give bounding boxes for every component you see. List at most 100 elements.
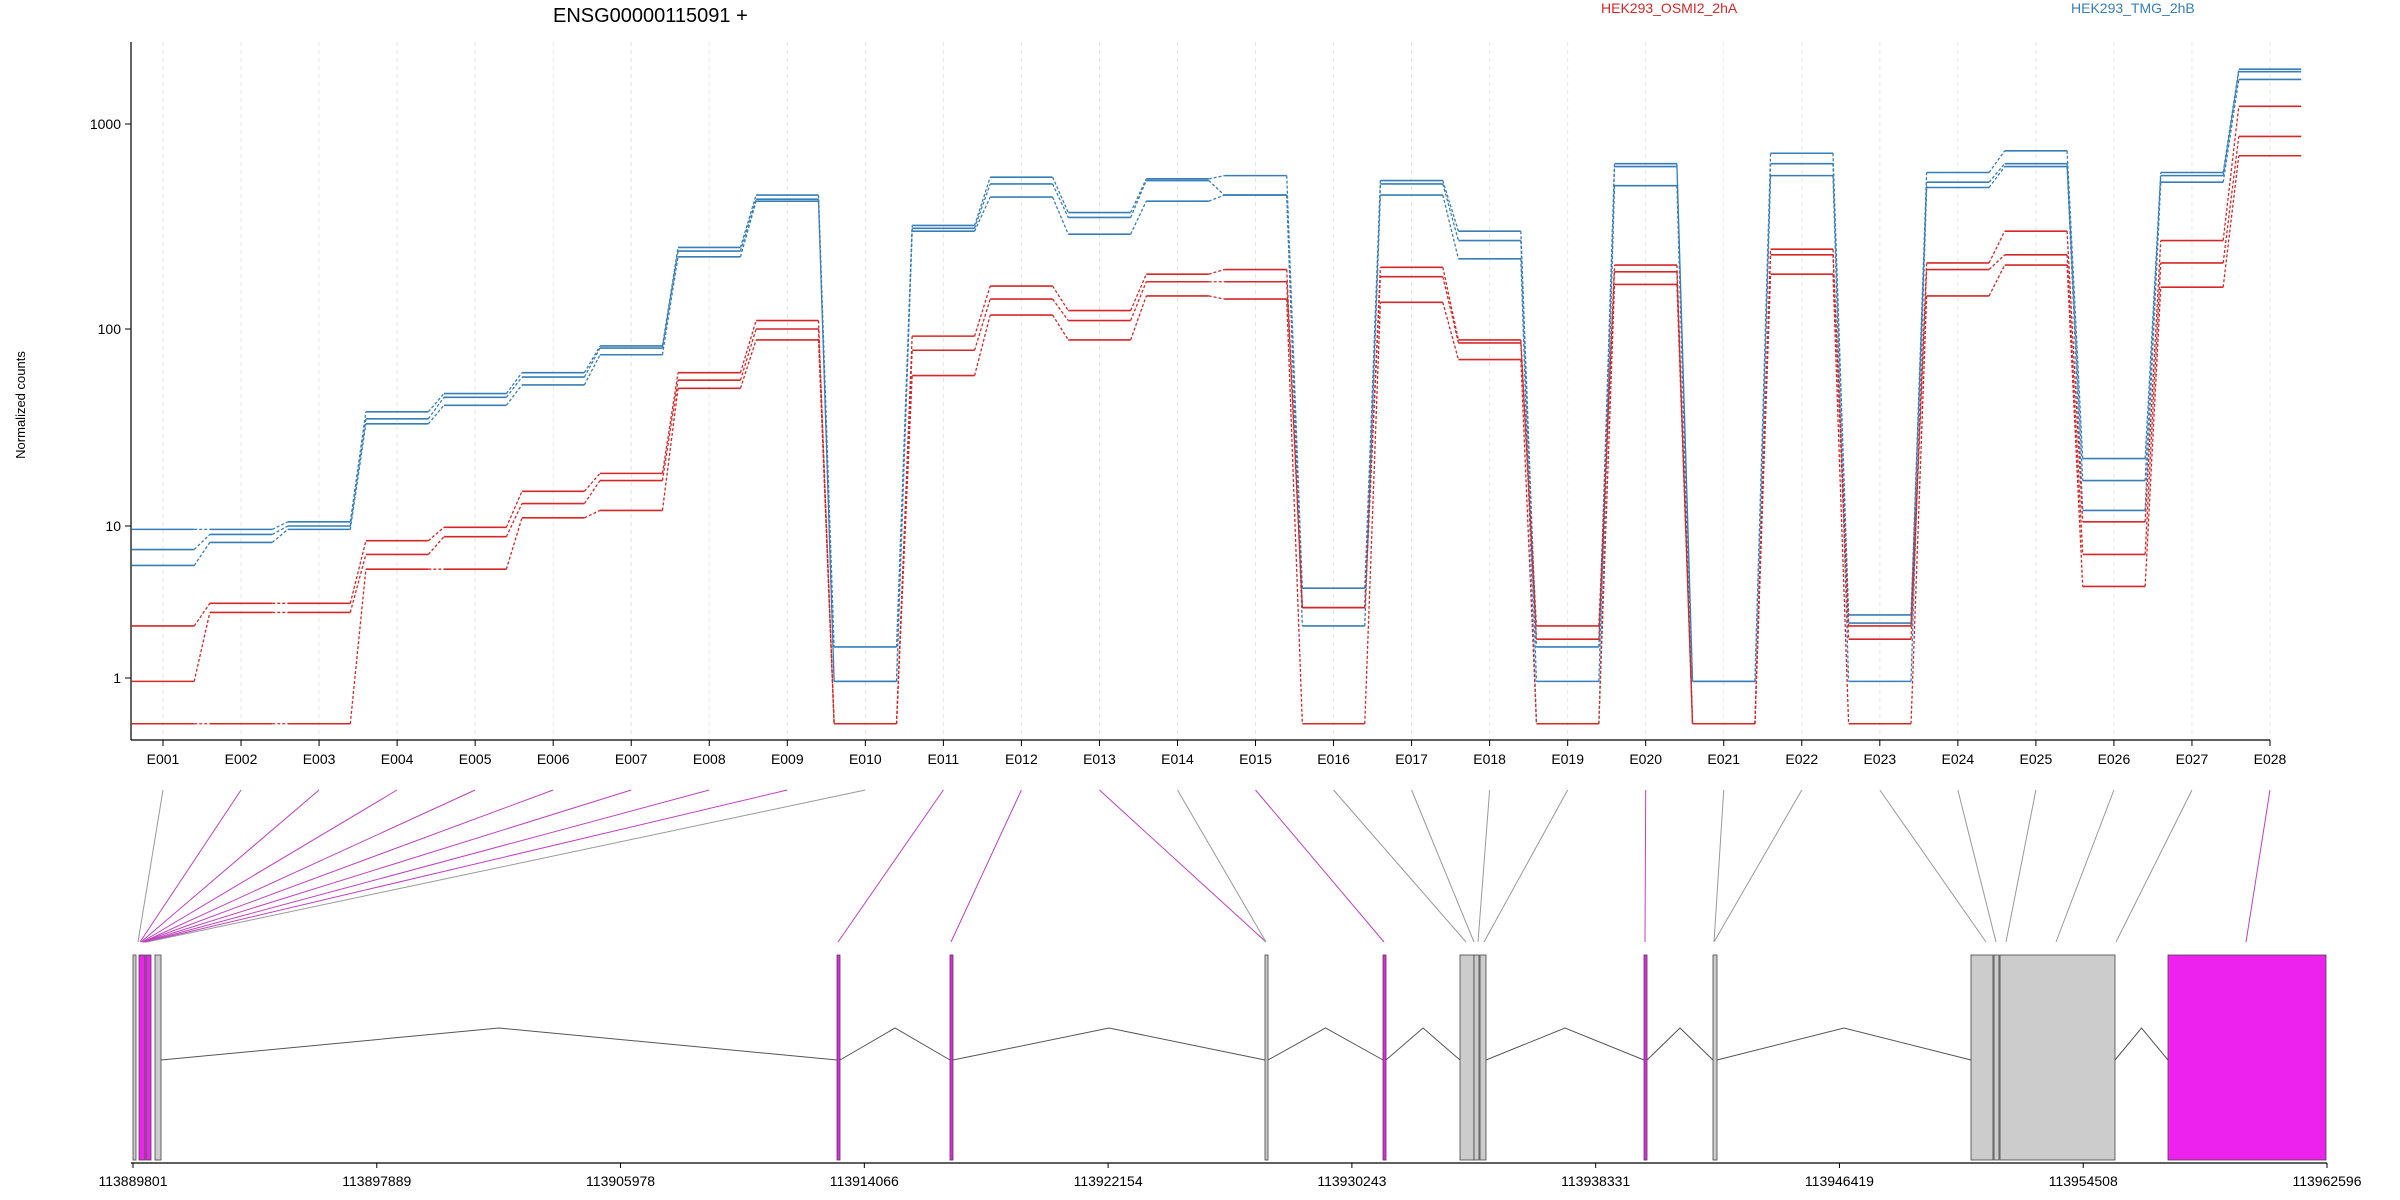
series-connector bbox=[1442, 267, 1460, 341]
legend-tmg: HEK293_TMG_2hB bbox=[2071, 0, 2195, 16]
x-tick-label: E027 bbox=[2176, 751, 2209, 767]
series-connector bbox=[193, 612, 211, 682]
exon-box-highlight bbox=[949, 954, 954, 1161]
exon-connector bbox=[141, 789, 398, 943]
x-tick-label: E002 bbox=[225, 751, 258, 767]
exon-connector bbox=[950, 789, 1022, 943]
series-connector bbox=[739, 339, 757, 389]
exon-connector bbox=[1477, 789, 1491, 943]
intron-line bbox=[1385, 1027, 1461, 1061]
chart-title: ENSG00000115091 + bbox=[553, 5, 748, 27]
y-tick-label: 10 bbox=[105, 518, 121, 534]
series-connector bbox=[1208, 174, 1225, 180]
series-connector bbox=[661, 380, 679, 481]
x-tick-label: E004 bbox=[381, 751, 414, 767]
x-tick-label: E015 bbox=[1239, 751, 1272, 767]
exon-box bbox=[1999, 954, 2116, 1161]
series-connector bbox=[1910, 295, 1928, 724]
series-connector bbox=[1364, 276, 1382, 608]
series-connector bbox=[1286, 269, 1303, 608]
series-connector bbox=[427, 396, 445, 420]
series-connector bbox=[1910, 269, 1928, 640]
series-connector bbox=[271, 528, 289, 543]
genome-tick-label: 113954508 bbox=[2049, 1173, 2118, 1189]
series-connector bbox=[1130, 273, 1147, 311]
series-connector bbox=[1364, 302, 1382, 724]
x-tick-label: E010 bbox=[849, 751, 882, 767]
series-connector bbox=[427, 404, 445, 425]
series-connector bbox=[739, 198, 757, 252]
series-connector bbox=[505, 503, 523, 538]
genome-tick-label: 113905978 bbox=[586, 1173, 655, 1189]
exon-connector bbox=[142, 789, 476, 943]
series-connector bbox=[739, 194, 757, 248]
series-connector bbox=[817, 201, 835, 682]
series-connector bbox=[271, 521, 289, 530]
exon-box bbox=[1459, 954, 1475, 1161]
series-connector bbox=[349, 554, 367, 613]
series-connector bbox=[427, 536, 445, 555]
genome-axis: 113889801 113897889 113905978 113914066 1139… bbox=[98, 1162, 2362, 1189]
series-connector bbox=[349, 569, 367, 724]
intron-line bbox=[160, 1027, 838, 1061]
exon-box-highlight bbox=[836, 954, 841, 1161]
exon-connector bbox=[146, 789, 866, 943]
series-connector bbox=[1052, 176, 1069, 213]
series-connector bbox=[973, 314, 991, 376]
series-connector bbox=[583, 345, 601, 374]
series-connector bbox=[583, 354, 601, 386]
x-tick-label: E019 bbox=[1551, 751, 1584, 767]
exon-connector bbox=[1957, 789, 1997, 943]
exon-connector bbox=[2005, 789, 2037, 943]
series-connector bbox=[973, 177, 991, 226]
series-connector bbox=[2066, 265, 2084, 587]
exon-box-highlight bbox=[1643, 954, 1648, 1161]
y-tick-label: 100 bbox=[98, 321, 122, 337]
exon-box bbox=[1712, 954, 1718, 1161]
series-connector bbox=[661, 247, 679, 347]
intron-line bbox=[1267, 1027, 1384, 1061]
series-connector bbox=[895, 231, 913, 682]
series-connector bbox=[505, 372, 523, 394]
intron-line bbox=[839, 1027, 951, 1061]
series-connector bbox=[1598, 284, 1616, 724]
series-connector bbox=[1052, 196, 1069, 235]
series-connector bbox=[1364, 195, 1382, 626]
series-connector bbox=[2144, 175, 2162, 481]
x-tick-label: E007 bbox=[615, 751, 648, 767]
series-connector bbox=[1130, 178, 1147, 213]
series-connector bbox=[1208, 295, 1225, 300]
series-connector bbox=[1286, 299, 1303, 724]
genome-tick-label: 113914066 bbox=[830, 1173, 899, 1189]
exon-connector bbox=[1713, 789, 1803, 943]
x-tick-label: E025 bbox=[2020, 751, 2053, 767]
exon-connectors bbox=[137, 789, 2271, 943]
x-tick-label: E021 bbox=[1707, 751, 1740, 767]
series-connector bbox=[1052, 183, 1069, 218]
series-connector bbox=[1130, 200, 1147, 235]
series-connector bbox=[1208, 268, 1225, 275]
series-connector bbox=[1832, 254, 1850, 640]
series-connector bbox=[1988, 163, 2006, 183]
series-connector bbox=[661, 372, 679, 474]
series-connector bbox=[1520, 342, 1538, 640]
series-connector bbox=[973, 285, 991, 337]
series-connector bbox=[1988, 166, 2006, 188]
series-connector bbox=[1286, 195, 1303, 626]
axes bbox=[125, 42, 2271, 746]
series-connector bbox=[1286, 175, 1303, 589]
series-connector bbox=[895, 375, 913, 724]
series-connector bbox=[1988, 254, 2006, 271]
series-connector bbox=[2066, 231, 2084, 522]
y-tick-label: 1000 bbox=[90, 116, 121, 132]
x-tick-label: E016 bbox=[1317, 751, 1350, 767]
x-tick-label: E026 bbox=[2098, 751, 2131, 767]
series-connector bbox=[973, 196, 991, 232]
x-tick-label: E018 bbox=[1473, 751, 1506, 767]
series-connector bbox=[817, 339, 835, 724]
exon-connector bbox=[2115, 789, 2193, 943]
series-connector bbox=[1520, 359, 1538, 724]
series-connector bbox=[583, 472, 601, 492]
series-lines bbox=[131, 68, 2302, 725]
